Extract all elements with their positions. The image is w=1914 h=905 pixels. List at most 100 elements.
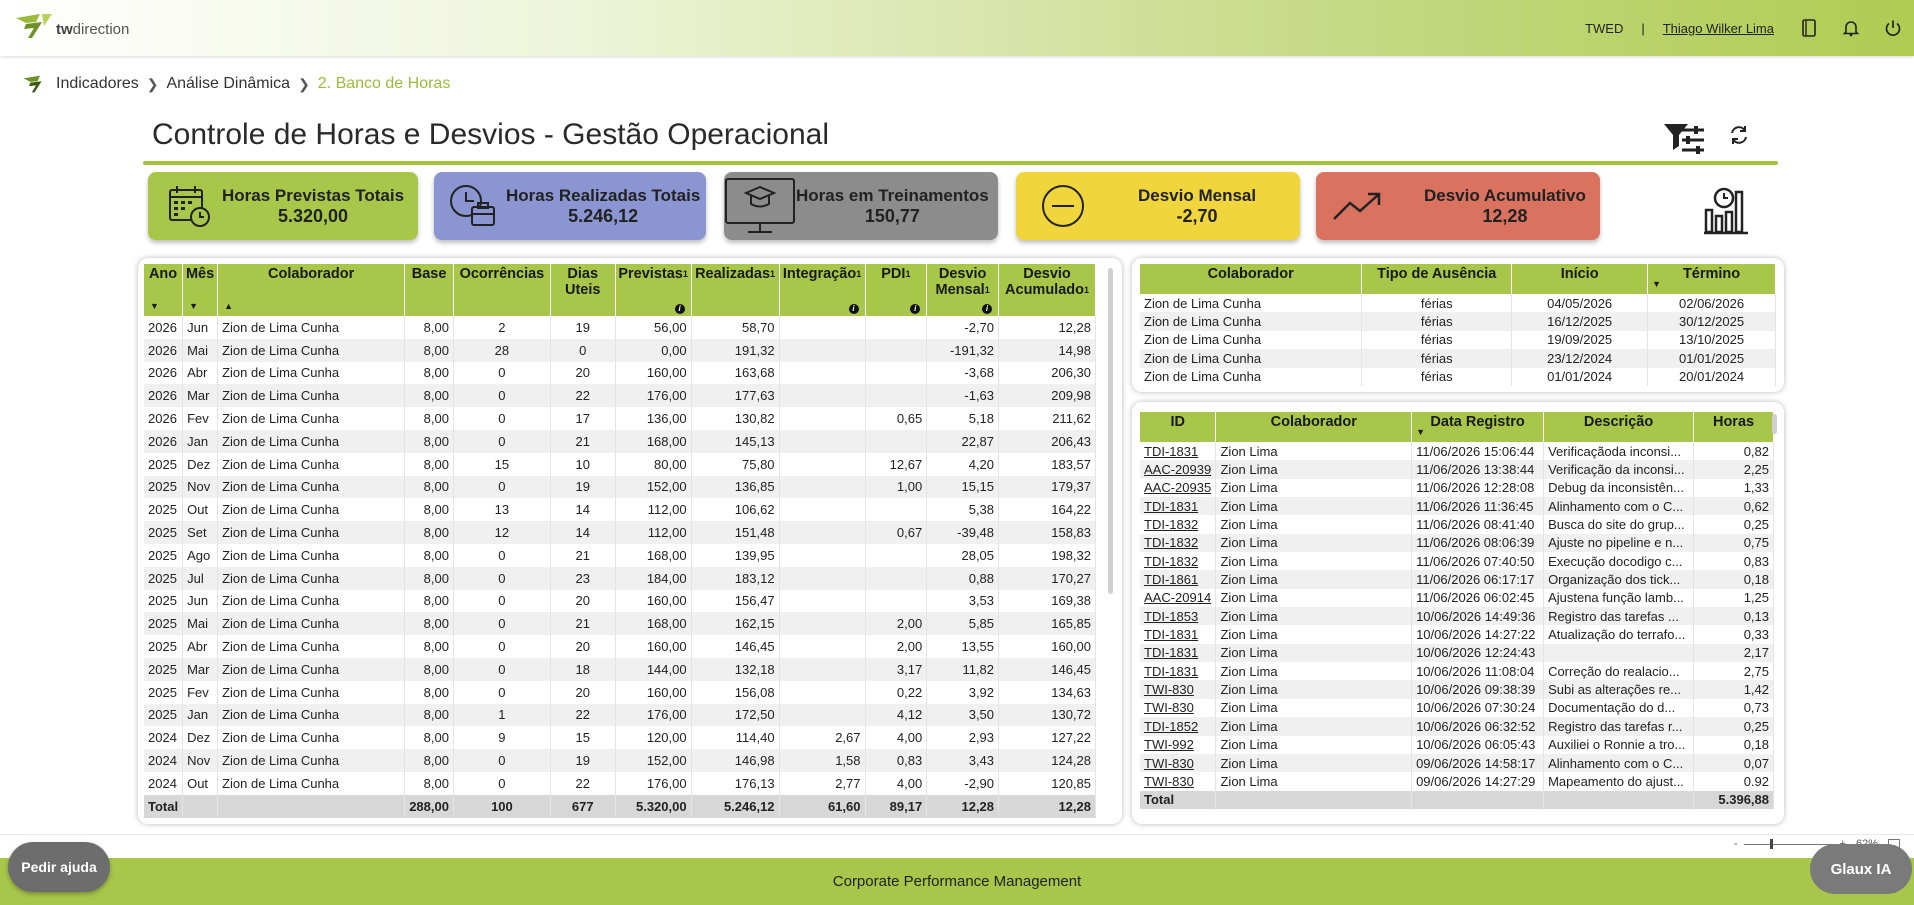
sort-desc-icon[interactable]: ▼ — [189, 301, 199, 311]
breadcrumb-item-analise[interactable]: Análise Dinâmica — [166, 75, 291, 92]
table-row[interactable]: Zion de Lima Cunha férias 23/12/2024 01/01/… — [1140, 349, 1776, 368]
report-chart-button[interactable] — [1702, 184, 1750, 241]
table-row[interactable]: AAC-20939 Zion Lima 11/06/2026 13:38:44 Ver… — [1140, 460, 1774, 479]
table-row[interactable]: Zion de Lima Cunha férias 04/05/2026 02/06/… — [1140, 294, 1776, 313]
sort-asc-icon[interactable]: ▲ — [224, 301, 233, 311]
table-row[interactable]: 2025 Set Zion de Lima Cunha 8,00 12 14 112,00 1… — [144, 521, 1096, 544]
ticket-id-link[interactable]: AAC-20914 — [1140, 588, 1217, 608]
table-row[interactable]: 2025 Jul Zion de Lima Cunha 8,00 0 23 184,00 18… — [144, 566, 1096, 590]
ticket-id-link[interactable]: AAC-20935 — [1140, 478, 1217, 498]
col-header-inicio[interactable]: Início — [1511, 264, 1649, 294]
kpi-card-horas-previstas[interactable]: Horas Previstas Totais 5.320,00 — [148, 172, 418, 240]
info-icon[interactable]: i — [848, 304, 859, 314]
table-row[interactable]: TWI-992 Zion Lima 10/06/2026 06:05:43 Auxil… — [1140, 735, 1774, 754]
info-icon[interactable]: i — [674, 304, 685, 314]
col-header-colaborador[interactable]: Colaborador — [1215, 412, 1413, 442]
refresh-button[interactable] — [1728, 124, 1750, 151]
table-row[interactable]: TDI-1831 Zion Lima 10/06/2026 12:24:43 2,17 — [1140, 643, 1774, 663]
table-row[interactable]: 2024 Out Zion de Lima Cunha 8,00 0 22 176,00 17… — [144, 771, 1096, 795]
ticket-id-link[interactable]: TDI-1831 — [1140, 662, 1217, 681]
table-row[interactable]: TDI-1832 Zion Lima 11/06/2026 07:40:50 Exec… — [1140, 552, 1774, 571]
logo[interactable]: twdirection — [14, 12, 129, 40]
col-header-id[interactable]: ID — [1140, 412, 1217, 442]
scrollbar[interactable] — [1108, 268, 1113, 594]
table-row[interactable]: 2025 Jan Zion de Lima Cunha 8,00 1 22 176,00 17… — [144, 703, 1096, 727]
kpi-card-desvio-mensal[interactable]: Desvio Mensal -2,70 — [1016, 172, 1300, 240]
ticket-id-link[interactable]: TWI-992 — [1140, 735, 1217, 754]
table-row[interactable]: Zion de Lima Cunha férias 19/09/2025 13/10/… — [1140, 330, 1776, 350]
table-row[interactable]: TDI-1861 Zion Lima 11/06/2026 06:17:17 Orga… — [1140, 570, 1774, 589]
zoom-slider-thumb[interactable] — [1769, 838, 1773, 849]
col-header-horas[interactable]: Horas — [1693, 412, 1774, 442]
table-row[interactable]: 2026 Jun Zion de Lima Cunha 8,00 2 19 56,00 58,… — [144, 316, 1096, 339]
ticket-id-link[interactable]: TDI-1861 — [1140, 570, 1217, 589]
table-row[interactable]: TDI-1832 Zion Lima 11/06/2026 08:41:40 Busc… — [1140, 515, 1774, 534]
table-row[interactable]: TWI-830 Zion Lima 09/06/2026 14:27:29 Mapea… — [1140, 772, 1774, 791]
ticket-id-link[interactable]: AAC-20939 — [1140, 460, 1217, 479]
col-header-ocorrencias[interactable]: Ocorrências — [453, 264, 551, 316]
table-row[interactable]: 2026 Fev Zion de Lima Cunha 8,00 0 17 136,00 13… — [144, 407, 1096, 430]
table-row[interactable]: AAC-20914 Zion Lima 11/06/2026 06:02:45 Aju… — [1140, 588, 1774, 608]
col-header-pdi[interactable]: PDI1 i — [865, 264, 928, 316]
table-row[interactable]: TDI-1831 Zion Lima 11/06/2026 11:36:45 Alin… — [1140, 497, 1774, 516]
table-row[interactable]: Zion de Lima Cunha férias 01/01/2024 20/01/… — [1140, 367, 1776, 386]
table-row[interactable]: 2025 Ago Zion de Lima Cunha 8,00 0 21 168,00 13… — [144, 543, 1096, 567]
ticket-id-link[interactable]: TWI-830 — [1140, 772, 1217, 791]
sort-desc-icon[interactable]: ▼ — [1652, 279, 1661, 289]
col-header-desvio-mensal[interactable]: Desvio Mensal1 i — [926, 264, 1000, 316]
col-header-termino[interactable]: Término ▼ — [1647, 264, 1776, 294]
ticket-id-link[interactable]: TDI-1832 — [1140, 552, 1217, 571]
table-row[interactable]: 2024 Nov Zion de Lima Cunha 8,00 0 19 152,00 14… — [144, 749, 1096, 772]
col-header-colaborador[interactable]: Colaborador ▲ — [217, 264, 406, 316]
glaux-ia-button[interactable]: Glaux IA — [1810, 844, 1912, 894]
ticket-id-link[interactable]: TWI-830 — [1140, 698, 1217, 718]
zoom-out-button[interactable]: - — [1733, 838, 1738, 850]
col-header-desvio-acumulado[interactable]: Desvio Acumulado1 — [998, 264, 1096, 316]
col-header-base[interactable]: Base — [404, 264, 454, 316]
table-row[interactable]: 2026 Jan Zion de Lima Cunha 8,00 0 21 168,00 14… — [144, 429, 1096, 453]
table-row[interactable]: TDI-1852 Zion Lima 10/06/2026 06:32:52 Regi… — [1140, 717, 1774, 736]
ticket-id-link[interactable]: TDI-1832 — [1140, 533, 1217, 553]
filter-button[interactable] — [1662, 122, 1706, 163]
col-header-dias-uteis[interactable]: Dias Uteis — [550, 264, 616, 316]
table-row[interactable]: 2025 Dez Zion de Lima Cunha 8,00 15 10 80,00 75… — [144, 452, 1096, 476]
info-icon[interactable]: i — [982, 304, 993, 314]
table-row[interactable]: 2025 Fev Zion de Lima Cunha 8,00 0 20 160,00 15… — [144, 680, 1096, 704]
col-header-integracao[interactable]: Integração1 i — [779, 264, 866, 316]
table-row[interactable]: 2025 Abr Zion de Lima Cunha 8,00 0 20 160,00 14… — [144, 635, 1096, 658]
col-header-mes[interactable]: Mês ▼ — [182, 264, 219, 316]
table-row[interactable]: 2025 Nov Zion de Lima Cunha 8,00 0 19 152,00 13… — [144, 475, 1096, 499]
table-row[interactable]: 2025 Out Zion de Lima Cunha 8,00 13 14 112,00 1… — [144, 498, 1096, 522]
kpi-card-horas-treinamentos[interactable]: Horas em Treinamentos 150,77 — [724, 172, 998, 240]
scrollbar[interactable] — [1772, 414, 1777, 434]
zoom-slider[interactable] — [1743, 838, 1834, 849]
table-row[interactable]: TWI-830 Zion Lima 10/06/2026 09:38:39 Subi … — [1140, 680, 1774, 699]
col-header-previstas[interactable]: Previstas1 i — [615, 264, 692, 316]
ticket-id-link[interactable]: TWI-830 — [1140, 680, 1217, 699]
col-header-data-registro[interactable]: Data Registro ▼ — [1411, 412, 1545, 442]
col-header-realizadas[interactable]: Realizadas1 — [691, 264, 780, 316]
ticket-id-link[interactable]: TDI-1831 — [1140, 625, 1217, 644]
table-row[interactable]: TDI-1853 Zion Lima 10/06/2026 14:49:36 Regi… — [1140, 607, 1774, 626]
info-icon[interactable]: i — [910, 304, 921, 314]
help-button[interactable]: Pedir ajuda — [8, 842, 110, 892]
bell-icon[interactable] — [1830, 0, 1872, 56]
sort-desc-icon[interactable]: ▼ — [1416, 427, 1425, 437]
table-row[interactable]: TWI-830 Zion Lima 09/06/2026 14:58:17 Alinh… — [1140, 753, 1774, 773]
table-row[interactable]: 2026 Abr Zion de Lima Cunha 8,00 0 20 160,00 16… — [144, 361, 1096, 385]
ticket-id-link[interactable]: TDI-1853 — [1140, 607, 1217, 626]
ticket-id-link[interactable]: TWI-830 — [1140, 753, 1217, 773]
ticket-id-link[interactable]: TDI-1832 — [1140, 515, 1217, 534]
table-row[interactable]: TWI-830 Zion Lima 10/06/2026 07:30:24 Docum… — [1140, 698, 1774, 718]
book-icon[interactable] — [1788, 0, 1830, 56]
kpi-card-desvio-acumulativo[interactable]: Desvio Acumulativo 12,28 — [1316, 172, 1600, 240]
col-header-descricao[interactable]: Descrição — [1543, 412, 1695, 442]
col-header-colaborador[interactable]: Colaborador — [1140, 264, 1363, 294]
table-row[interactable]: Zion de Lima Cunha férias 16/12/2025 30/12/… — [1140, 312, 1776, 331]
table-row[interactable]: 2025 Jun Zion de Lima Cunha 8,00 0 20 160,00 15… — [144, 589, 1096, 613]
breadcrumb-item-indicadores[interactable]: Indicadores — [56, 75, 139, 92]
power-icon[interactable] — [1872, 0, 1914, 56]
table-row[interactable]: TDI-1831 Zion Lima 10/06/2026 14:27:22 Atua… — [1140, 625, 1774, 644]
ticket-id-link[interactable]: TDI-1852 — [1140, 717, 1217, 736]
sort-desc-icon[interactable]: ▼ — [150, 301, 159, 311]
